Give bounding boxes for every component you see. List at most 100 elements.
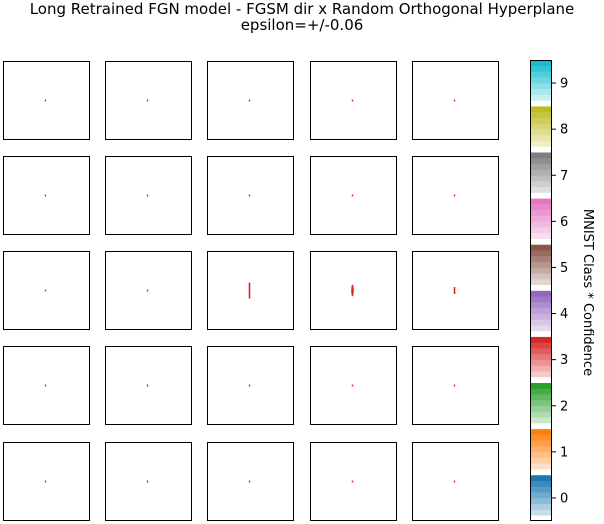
colorbar-tick-label: 7 xyxy=(560,169,568,184)
colorbar-tick-label: 0 xyxy=(560,491,568,506)
colorbar-band-class-9 xyxy=(530,65,552,72)
colorbar-band-class-8 xyxy=(530,134,552,141)
colorbar-band-class-0 xyxy=(530,503,552,510)
panel-mark xyxy=(248,99,251,102)
panel-mark xyxy=(146,99,149,102)
panel-mark xyxy=(453,194,456,197)
colorbar-band-class-8 xyxy=(530,106,552,113)
panel-frame xyxy=(105,346,192,425)
panel-r1-c4 xyxy=(310,61,397,140)
colorbar-band-class-1 xyxy=(530,463,552,470)
panel-r1-c2 xyxy=(105,61,192,140)
colorbar-band-class-0 xyxy=(530,480,552,487)
colorbar-band-class-2 xyxy=(530,417,552,424)
panel-frame xyxy=(412,346,499,425)
panel-r1-c1 xyxy=(3,61,90,140)
colorbar-band-class-9 xyxy=(530,88,552,95)
panel-frame xyxy=(412,156,499,235)
panel-mark xyxy=(248,480,251,483)
panel-frame xyxy=(412,442,499,521)
panel-mark xyxy=(44,194,47,197)
colorbar-band-class-7 xyxy=(530,163,552,170)
panel-r4-c1 xyxy=(3,346,90,425)
panel-mark xyxy=(453,287,456,294)
colorbar-band-class-8 xyxy=(530,117,552,124)
colorbar-band-class-7 xyxy=(530,175,552,182)
panel-mark xyxy=(351,194,354,197)
panel-r4-c2 xyxy=(105,346,192,425)
colorbar-band-class-1 xyxy=(530,457,552,464)
colorbar-band-class-6 xyxy=(530,221,552,228)
colorbar-band-class-5 xyxy=(530,273,552,280)
panel-r5-c1 xyxy=(3,442,90,521)
colorbar-band-class-1 xyxy=(530,451,552,458)
panel-r4-c3 xyxy=(207,346,294,425)
colorbar-band-class-2 xyxy=(530,399,552,407)
chart-subtitle: epsilon=+/-0.06 xyxy=(241,16,364,34)
colorbar-band-class-9 xyxy=(530,100,552,107)
colorbar-band-class-3 xyxy=(530,371,552,378)
colorbar-band-class-4 xyxy=(530,313,552,320)
panel-r2-c1 xyxy=(3,156,90,235)
colorbar-band-class-3 xyxy=(530,376,552,383)
colorbar-band-class-6 xyxy=(530,232,552,239)
colorbar-band-class-4 xyxy=(530,330,552,337)
colorbar-label: MNIST Class * Confidence xyxy=(580,209,595,376)
colorbar-band-class-1 xyxy=(530,434,552,441)
colorbar-band-class-6 xyxy=(530,238,552,245)
panel-r4-c5 xyxy=(412,346,499,425)
panel-frame xyxy=(105,61,192,140)
panel-mark xyxy=(248,194,251,197)
panel-mark xyxy=(44,99,47,102)
panel-frame xyxy=(207,346,294,425)
colorbar-band-class-3 xyxy=(530,353,552,360)
colorbar-band-class-2 xyxy=(530,411,552,418)
colorbar-band-class-3 xyxy=(530,359,552,366)
colorbar-band-class-6 xyxy=(530,215,552,222)
colorbar-band-class-5 xyxy=(530,244,552,251)
panel-frame xyxy=(3,61,90,140)
panel-frame xyxy=(3,156,90,235)
colorbar-band-class-6 xyxy=(530,198,552,205)
colorbar-tick-label: 4 xyxy=(560,307,568,322)
panel-frame xyxy=(105,156,192,235)
colorbar: 0 1 2 3 4 5 6 7 8 9 MNIST Class * Confidence xyxy=(530,60,595,522)
panel-mark xyxy=(146,194,149,197)
colorbar-tick-label: 5 xyxy=(560,261,568,276)
panel-mark xyxy=(453,480,456,483)
panel-frame xyxy=(310,61,397,140)
colorbar-tick-label: 2 xyxy=(560,399,568,414)
panel-frame xyxy=(207,251,294,330)
panel-r3-c4 xyxy=(310,251,397,330)
panel-mark xyxy=(146,480,149,483)
panel-r3-c1 xyxy=(3,251,90,330)
colorbar-band-class-0 xyxy=(530,486,552,493)
colorbar-band-class-6 xyxy=(530,209,552,216)
colorbar-band-class-8 xyxy=(530,146,552,153)
colorbar-band-class-5 xyxy=(530,267,552,274)
panel-r5-c2 xyxy=(105,442,192,521)
panel-mark xyxy=(351,99,354,102)
panel-r2-c4 xyxy=(310,156,397,235)
panel-r3-c2 xyxy=(105,251,192,330)
panel-mark xyxy=(44,384,47,387)
colorbar-ticks: 0 1 2 3 4 5 6 7 8 9 xyxy=(552,77,568,506)
panel-grid xyxy=(3,61,499,521)
colorbar-band-class-3 xyxy=(530,336,552,343)
colorbar-band-class-4 xyxy=(530,296,552,303)
panel-mark xyxy=(248,282,251,299)
panel-mark xyxy=(146,289,149,292)
colorbar-segments xyxy=(530,60,552,522)
panel-mark xyxy=(453,384,456,387)
panel-frame xyxy=(207,156,294,235)
panel-frame xyxy=(3,346,90,425)
colorbar-band-class-3 xyxy=(530,348,552,355)
colorbar-band-class-7 xyxy=(530,186,552,193)
panel-r5-c4 xyxy=(310,442,397,521)
colorbar-band-class-7 xyxy=(530,169,552,176)
panel-frame xyxy=(105,442,192,521)
panel-mark xyxy=(351,480,354,483)
colorbar-band-class-5 xyxy=(530,250,552,257)
panel-frame xyxy=(207,442,294,521)
panel-r2-c3 xyxy=(207,156,294,235)
